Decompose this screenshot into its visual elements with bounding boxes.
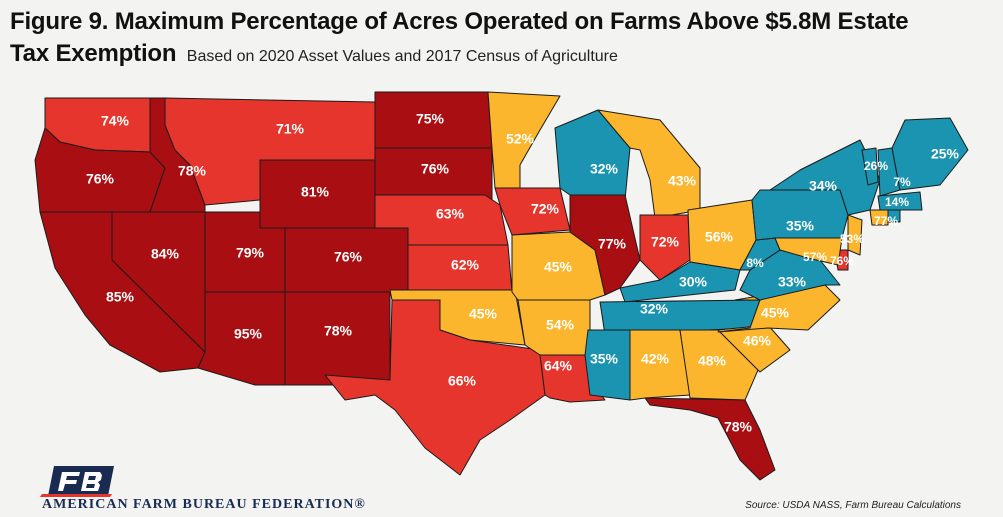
state-label-ga: 48% — [698, 353, 727, 369]
state-label-or: 76% — [86, 171, 115, 187]
state-label-fl: 78% — [724, 419, 753, 435]
state-label-nd: 75% — [416, 111, 445, 127]
state-label-de: 76% — [830, 254, 854, 268]
state-fl — [644, 397, 776, 481]
state-label-pa: 35% — [786, 218, 815, 234]
state-label-md: 57% — [803, 250, 827, 264]
state-label-oh: 56% — [705, 229, 734, 245]
fb-logo — [40, 466, 114, 497]
state-label-az: 95% — [234, 326, 263, 342]
state-label-wa: 74% — [101, 113, 130, 129]
state-label-id: 78% — [178, 163, 207, 179]
figure-title: Figure 9. Maximum Percentage of Acres Op… — [10, 8, 909, 35]
state-label-nv: 84% — [151, 246, 180, 262]
state-label-la: 64% — [544, 358, 573, 374]
state-ia — [494, 187, 571, 236]
source-note: Source: USDA NASS, Farm Bureau Calculati… — [745, 500, 961, 511]
state-nc — [717, 284, 841, 333]
state-label-ny: 34% — [809, 178, 838, 194]
state-ct — [869, 209, 889, 226]
state-in — [639, 214, 691, 281]
state-label-nj: 53% — [840, 232, 864, 246]
state-label-mo: 45% — [544, 259, 573, 275]
state-label-ca: 85% — [106, 289, 135, 305]
state-label-tn: 32% — [640, 301, 669, 317]
state-label-ne: 63% — [436, 206, 465, 222]
state-label-in: 72% — [651, 234, 680, 250]
state-label-ct: 77% — [874, 214, 898, 228]
figure-subtitle: Based on 2020 Asset Values and 2017 Cens… — [186, 48, 618, 65]
state-label-ma: 14% — [885, 195, 909, 209]
state-label-wi: 32% — [590, 161, 619, 177]
state-label-sd: 76% — [421, 161, 450, 177]
state-label-vt: 26% — [864, 159, 888, 173]
state-label-va: 33% — [778, 274, 807, 290]
title-row-2: Tax Exemption Based on 2020 Asset Values… — [10, 40, 995, 68]
state-label-ks: 62% — [451, 257, 480, 273]
title-block: Figure 9. Maximum Percentage of Acres Op… — [10, 8, 995, 68]
state-label-co: 76% — [334, 249, 363, 265]
state-label-nm: 78% — [324, 323, 353, 339]
state-label-ut: 79% — [236, 245, 265, 261]
state-md — [774, 237, 843, 266]
state-mn — [487, 91, 561, 189]
state-ms — [584, 329, 631, 401]
state-label-me: 25% — [931, 146, 960, 162]
state-label-tx: 66% — [448, 373, 477, 389]
state-label-mn: 52% — [506, 131, 535, 147]
state-label-mi: 43% — [668, 173, 697, 189]
state-me — [891, 117, 969, 191]
state-ri — [887, 209, 901, 223]
organization-name: AMERICAN FARM BUREAU FEDERATION® — [42, 497, 366, 512]
state-label-ia: 72% — [531, 201, 560, 217]
state-label-sc: 46% — [743, 333, 772, 349]
state-label-il: 77% — [598, 236, 627, 252]
state-label-ky: 30% — [679, 274, 708, 290]
state-label-nh: 7% — [893, 175, 911, 189]
state-label-al: 42% — [641, 351, 670, 367]
state-label-mt: 71% — [276, 121, 305, 137]
state-label-ms: 35% — [590, 351, 619, 367]
state-ma — [877, 191, 923, 211]
state-ga — [679, 329, 759, 401]
us-map: 74% 76% 85% 78% 84% 71% 81% 79% 95% 76% 78% 75% 76% 6… — [34, 91, 969, 481]
state-vt — [861, 147, 879, 186]
state-label-ok: 45% — [469, 306, 498, 322]
figure-title-cont: Tax Exemption — [10, 40, 177, 67]
state-al — [629, 329, 691, 401]
state-tx — [324, 299, 546, 476]
state-label-nc: 45% — [761, 305, 790, 321]
state-label-wy: 81% — [301, 184, 330, 200]
state-label-wv: 8% — [746, 256, 764, 270]
state-nj — [847, 214, 863, 256]
state-label-ar: 54% — [546, 317, 575, 333]
state-il — [569, 194, 641, 296]
